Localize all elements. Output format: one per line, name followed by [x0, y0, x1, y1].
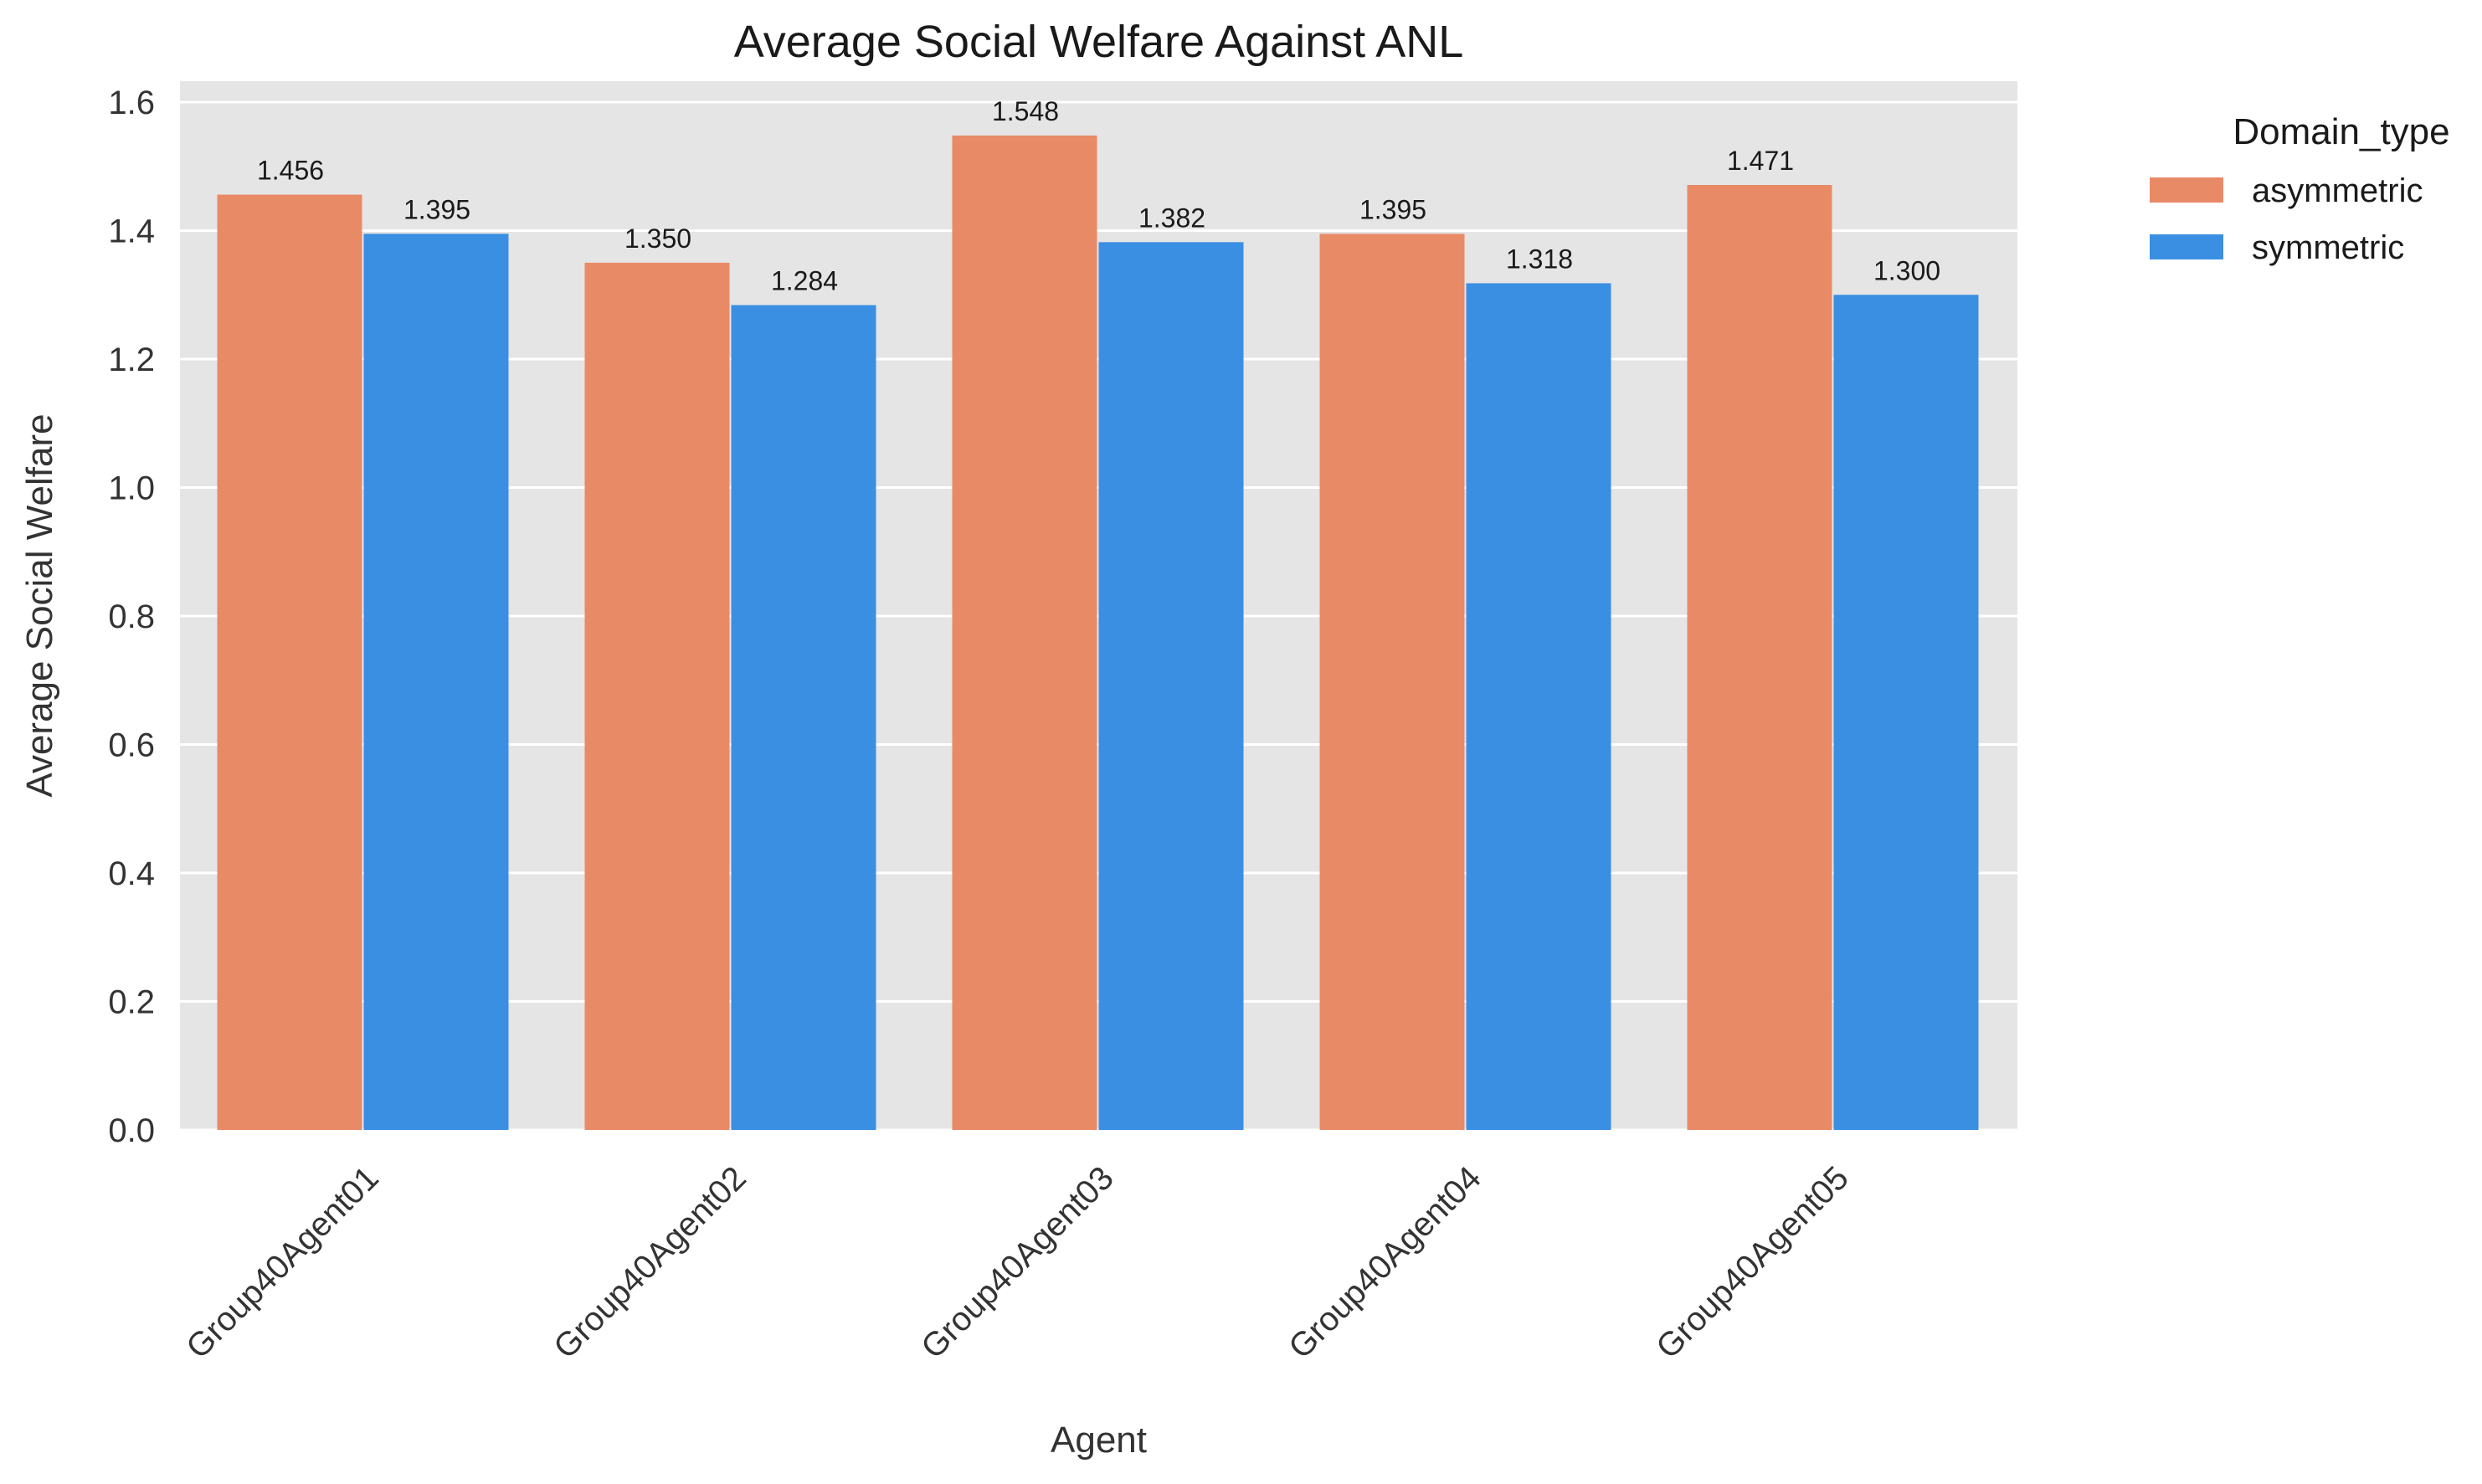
bar-value-label: 1.300 — [1873, 255, 1940, 285]
y-tick-label: 0.6 — [108, 727, 155, 764]
y-axis-label: Average Social Welfare — [19, 413, 60, 797]
y-tick-label: 1.4 — [108, 213, 155, 250]
y-tick-label: 1.0 — [108, 470, 155, 507]
bar-value-label: 1.456 — [257, 156, 324, 186]
y-tick-label: 1.6 — [108, 85, 155, 121]
bar-asymmetric-1 — [217, 194, 362, 1130]
bar-value-label: 1.395 — [1359, 194, 1426, 224]
bar-value-label: 1.382 — [1138, 203, 1205, 233]
y-tick-label: 0.8 — [108, 598, 155, 635]
y-tick-label: 0.2 — [108, 984, 155, 1021]
x-tick-label: Group40Agent04 — [1282, 1159, 1488, 1366]
bar-symmetric-5 — [1833, 295, 1979, 1130]
x-tick-label: Group40Agent05 — [1649, 1159, 1856, 1366]
bar-value-label: 1.471 — [1727, 146, 1794, 176]
bar-symmetric-4 — [1466, 283, 1611, 1130]
y-axis-ticks: 0.0 0.2 0.4 0.6 0.8 1.0 1.2 1.4 1.6 — [108, 85, 155, 1149]
bar-symmetric-2 — [731, 305, 876, 1130]
bar-asymmetric-4 — [1319, 234, 1465, 1130]
chart-title: Average Social Welfare Against ANL — [734, 17, 1464, 67]
bar-symmetric-1 — [363, 234, 509, 1130]
legend-label-symmetric: symmetric — [2252, 229, 2404, 266]
bars — [217, 135, 1979, 1131]
y-tick-label: 0.4 — [108, 855, 155, 892]
bar-value-label: 1.395 — [403, 194, 470, 224]
y-tick-label: 1.2 — [108, 341, 155, 378]
x-axis-label: Agent — [1051, 1420, 1147, 1461]
bar-value-label: 1.350 — [624, 223, 691, 254]
bar-value-label: 1.284 — [771, 266, 838, 296]
legend: Domain_type asymmetric symmetric — [2150, 111, 2450, 266]
legend-label-asymmetric: asymmetric — [2252, 172, 2423, 209]
bar-asymmetric-3 — [952, 135, 1097, 1130]
legend-title: Domain_type — [2233, 111, 2449, 152]
x-tick-label: Group40Agent02 — [547, 1159, 753, 1366]
y-tick-label: 0.0 — [108, 1112, 155, 1149]
x-tick-label: Group40Agent01 — [179, 1159, 386, 1366]
bar-value-label: 1.548 — [992, 96, 1059, 126]
value-labels: 1.456 1.395 1.350 1.284 1.548 1.382 1.395 1.318… — [257, 96, 1940, 296]
bar-asymmetric-5 — [1687, 185, 1832, 1130]
x-axis-ticks: Group40Agent01 Group40Agent02 Group40Agent… — [179, 1159, 1856, 1366]
x-tick-label: Group40Agent03 — [914, 1159, 1121, 1366]
legend-swatch-asymmetric — [2150, 177, 2223, 203]
bar-value-label: 1.318 — [1506, 244, 1573, 274]
legend-items: asymmetric symmetric — [2150, 172, 2423, 266]
bar-symmetric-3 — [1098, 242, 1244, 1131]
legend-swatch-symmetric — [2150, 234, 2223, 259]
bar-asymmetric-2 — [584, 262, 730, 1130]
